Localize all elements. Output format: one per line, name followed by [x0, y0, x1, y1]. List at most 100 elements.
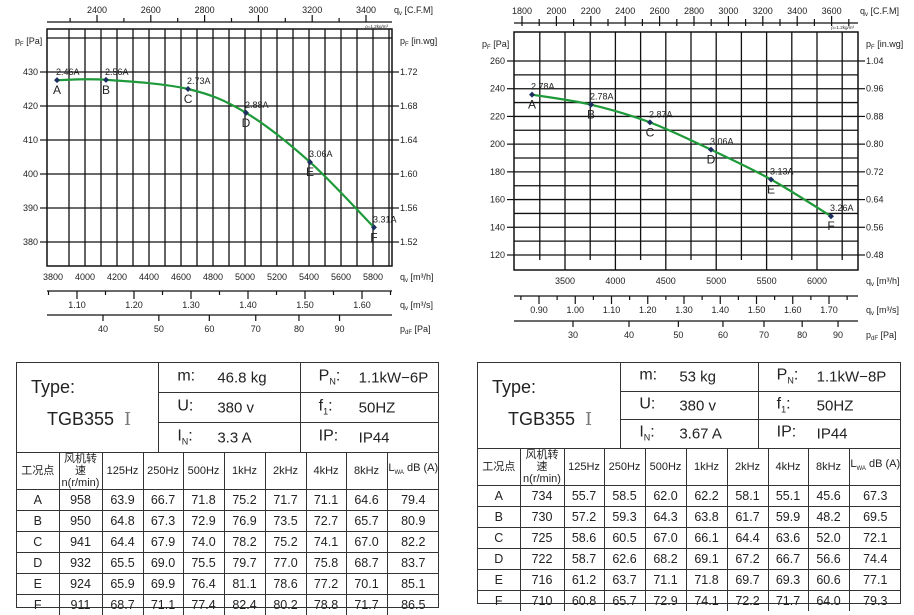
table-cell: 74.1	[306, 532, 346, 553]
column-header: 500Hz	[183, 453, 224, 490]
spec-i: IN:3.3 A	[159, 423, 299, 452]
table-cell: 65.7	[604, 591, 645, 612]
table-cell: 924	[59, 574, 102, 595]
table-cell: 73.5	[265, 511, 306, 532]
spec-u: U:380 v	[621, 392, 757, 421]
spec-f: f1:50HZ	[759, 392, 900, 421]
spec-key: IN:	[177, 427, 192, 446]
column-header: 1kHz	[224, 453, 265, 490]
table-cell: 68.7	[346, 553, 387, 574]
table-cell: 69.7	[727, 570, 768, 591]
pd-tick-label: 30	[568, 330, 578, 340]
spec-f: f1:50HZ	[301, 393, 438, 423]
table-cell: 58.5	[604, 486, 645, 507]
table-cell: D	[478, 549, 520, 570]
table-cell: 55.7	[564, 486, 604, 507]
x2-tick-label: 0.90	[530, 305, 548, 315]
spec-ip: IP:IP44	[759, 420, 900, 448]
table-cell: 75.2	[224, 490, 265, 511]
top-tick-label: 2400	[615, 6, 635, 16]
column-header-lwa: LWA dB (A)	[387, 453, 439, 490]
table-cell: 79.4	[387, 490, 439, 511]
current-label: 3.13A	[770, 166, 794, 176]
operating-point-letter: C	[646, 125, 655, 139]
column-header: 工况点	[17, 453, 59, 490]
table-cell: 63.8	[686, 507, 727, 528]
table-cell: 77.2	[306, 574, 346, 595]
table-cell: 76.9	[224, 511, 265, 532]
column-header: 2kHz	[727, 449, 768, 486]
table-cell: B	[478, 507, 520, 528]
table-cell: 61.2	[564, 570, 604, 591]
spec-p: PN:1.1kW−8P	[759, 363, 900, 392]
table-cell: 75.5	[183, 553, 224, 574]
spec-ip: IP:IP44	[301, 423, 438, 452]
table-cell: D	[17, 553, 59, 574]
column-header-lwa: LWA dB (A)	[849, 449, 901, 486]
table-cell: 71.7	[768, 591, 808, 612]
spec-value: 1.1kW−6P	[359, 369, 429, 386]
table-cell: 79.7	[224, 553, 265, 574]
column-header: 8kHz	[346, 453, 387, 490]
table-cell: 72.2	[727, 591, 768, 612]
table-cell: 725	[520, 528, 564, 549]
table-cell: 85.1	[387, 574, 439, 595]
y2-tick-label: 0.56	[866, 222, 884, 232]
operating-point-letter: D	[707, 153, 716, 167]
table-cell: 69.1	[686, 549, 727, 570]
y-tick-label: 220	[490, 111, 505, 121]
table-cell: 75.8	[306, 553, 346, 574]
table-cell: C	[17, 532, 59, 553]
table-cell: 63.7	[604, 570, 645, 591]
current-label: 3.06A	[710, 137, 734, 147]
column-header: 4kHz	[768, 449, 808, 486]
y-tick-label: 240	[490, 84, 505, 94]
spec-value: 50HZ	[359, 399, 396, 416]
pd-tick-label: 80	[797, 330, 807, 340]
table-cell: 76.4	[183, 574, 224, 595]
x-tick-label: 5500	[757, 276, 777, 286]
table-cell: 67.3	[143, 511, 183, 532]
table-cell: 69.9	[143, 574, 183, 595]
x-tick-label: 3500	[555, 276, 575, 286]
y-tick-label: 120	[490, 250, 505, 260]
column-header: 250Hz	[143, 453, 183, 490]
table-cell: 59.3	[604, 507, 645, 528]
table-cell: 716	[520, 570, 564, 591]
operating-point-letter: F	[827, 219, 834, 233]
spec-value: IP44	[359, 429, 390, 446]
x-axis-label: qv [m³/h]	[866, 276, 900, 288]
type-label: Type:	[31, 377, 75, 398]
x2-tick-label: 1.10	[603, 305, 621, 315]
y-tick-label: 140	[490, 222, 505, 232]
table-cell: 710	[520, 591, 564, 612]
table-cell: 67.2	[727, 549, 768, 570]
column-header: 4kHz	[306, 453, 346, 490]
table-cell: B	[17, 511, 59, 532]
y2-tick-label: 0.88	[866, 111, 884, 121]
table-cell: 66.7	[143, 490, 183, 511]
table-cell: 59.9	[768, 507, 808, 528]
table-cell: 64.3	[645, 507, 686, 528]
table-cell: 77.0	[265, 553, 306, 574]
y2-tick-label: 0.64	[866, 195, 884, 205]
table-cell: 71.1	[306, 490, 346, 511]
y2-tick-label: 0.48	[866, 250, 884, 260]
table-cell: 70.1	[346, 574, 387, 595]
table-cell: F	[478, 591, 520, 612]
spec-key: m:	[177, 367, 195, 386]
table-cell: 67.0	[645, 528, 686, 549]
pd-tick-label: 40	[624, 330, 634, 340]
top-tick-label: 2000	[546, 6, 566, 16]
table-cell: 64.4	[727, 528, 768, 549]
